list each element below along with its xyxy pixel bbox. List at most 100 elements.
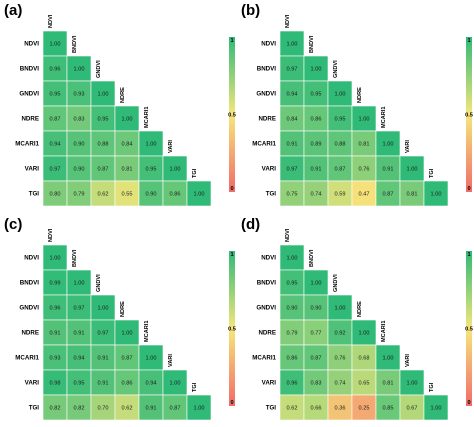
column-label: TGI [192,168,198,178]
column-label: TGI [429,382,435,392]
column-label: VARI [405,354,411,367]
heatmap-cell [162,180,188,207]
colorbar-tick: 0.5 [465,113,473,119]
heatmap-cell [327,294,353,321]
column-label: NDRE [357,301,363,317]
row-label: MCARI1 [252,141,276,148]
column-label: NDVI [285,228,291,242]
colorbar-tick: 0 [230,186,233,192]
heatmap-cell [327,394,353,421]
row-label: GNDVI [19,91,39,98]
colorbar-tick: 0 [467,186,470,192]
cell-value: 0.96 [50,67,61,73]
cell-value: 0.84 [122,142,133,148]
cell-value: 1.00 [194,192,205,198]
heatmap-cell [90,130,116,157]
heatmap-cell [303,130,329,157]
cell-value: 0.62 [122,406,133,412]
row-label: NDVI [261,41,276,48]
cell-value: 1.00 [170,167,181,173]
panel-label: (c) [4,216,23,233]
heatmap-cell [42,319,68,346]
cell-value: 1.00 [170,381,181,387]
heatmap-cell [42,30,68,57]
heatmap-cell [162,394,188,421]
row-label: TGI [29,405,40,412]
cell-value: 0.65 [359,381,370,387]
cell-value: 0.84 [287,117,298,123]
heatmap-cell [42,294,68,321]
row-label: NDVI [24,41,39,48]
cell-value: 0.76 [335,356,346,362]
heatmap-cell [42,105,68,132]
heatmap-cell [114,155,140,182]
cell-value: 0.91 [74,331,85,337]
heatmap-cell [162,369,188,396]
cell-value: 1.00 [74,67,85,73]
heatmap-panel-c: (c) NDVI 1.00 NDVI BNDVI 0.99 1.00 BNDVI GNDVI 0… [0,214,237,427]
heatmap-cell [303,180,329,207]
heatmap-cell [303,294,329,321]
column-label: VARI [405,140,411,153]
cell-value: 1.00 [383,356,394,362]
heatmap-cell [138,369,164,396]
heatmap-cell [90,80,116,107]
cell-value: 1.00 [335,92,346,98]
cell-value: 0.79 [74,192,85,198]
row-label: VARI [262,380,277,387]
cell-value: 0.95 [50,92,61,98]
heatmap-cell [162,155,188,182]
cell-value: 0.83 [74,117,85,123]
colorbar [466,251,472,406]
cell-value: 0.91 [98,381,109,387]
cell-value: 1.00 [359,117,370,123]
cell-value: 0.87 [50,117,61,123]
heatmap-cell [42,244,68,271]
cell-value: 0.92 [335,331,346,337]
cell-value: 0.87 [383,192,394,198]
column-label: BNDVI [309,249,315,267]
heatmap-cell [66,369,92,396]
cell-value: 0.90 [74,142,85,148]
correlation-heatmap: NDVI 1.00 NDVI BNDVI 0.96 1.00 BNDVI GNDVI 0.95 0… [15,14,236,207]
heatmap-cell [399,180,425,207]
cell-value: 0.81 [407,192,418,198]
cell-value: 0.91 [383,167,394,173]
row-label: BNDVI [20,280,40,287]
heatmap-cell [327,130,353,157]
heatmap-cell [279,294,305,321]
cell-value: 0.81 [383,381,394,387]
heatmap-cell [351,319,377,346]
heatmap-cell [279,369,305,396]
heatmap-cell [42,369,68,396]
cell-value: 0.76 [359,167,370,173]
cell-value: 0.94 [287,92,298,98]
cell-value: 1.00 [74,281,85,287]
row-label: GNDVI [19,305,39,312]
cell-value: 0.81 [359,142,370,148]
cell-value: 0.86 [122,381,133,387]
cell-value: 0.55 [122,192,133,198]
correlation-heatmap: NDVI 1.00 NDVI BNDVI 0.95 1.00 BNDVI GNDVI 0.90 0… [252,228,473,421]
cell-value: 0.97 [287,67,298,73]
heatmap-cell [90,180,116,207]
colorbar-tick: 1 [230,252,233,258]
heatmap-cell [375,344,401,371]
cell-value: 0.79 [287,331,298,337]
cell-value: 1.00 [311,67,322,73]
cell-value: 0.85 [383,406,394,412]
heatmap-cell [186,180,212,207]
cell-value: 0.25 [359,406,370,412]
cell-value: 0.93 [50,356,61,362]
column-label: MCARI1 [381,321,387,342]
heatmap-cell [279,130,305,157]
row-label: VARI [25,166,40,173]
column-label: VARI [168,140,174,153]
column-label: NDVI [285,14,291,28]
cell-value: 0.91 [311,167,322,173]
correlation-heatmap: NDVI 1.00 NDVI BNDVI 0.97 1.00 BNDVI GNDVI 0.94 0… [252,14,473,207]
cell-value: 1.00 [431,192,442,198]
column-label: GNDVI [333,274,339,292]
cell-value: 0.74 [311,192,322,198]
heatmap-cell [399,155,425,182]
